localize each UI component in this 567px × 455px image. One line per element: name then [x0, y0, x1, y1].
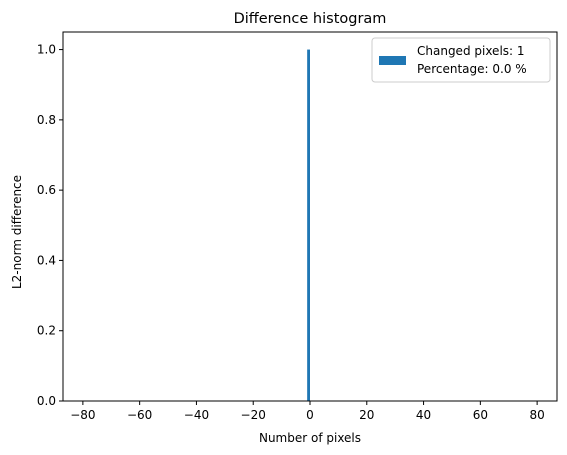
x-tick-label: −60 — [127, 408, 152, 422]
histogram-bar — [307, 50, 310, 401]
x-tick-label: −80 — [70, 408, 95, 422]
y-tick-label: 0.4 — [37, 253, 56, 267]
y-axis-label: L2-norm difference — [10, 175, 24, 289]
x-tick-label: 0 — [306, 408, 314, 422]
y-tick-label: 0.2 — [37, 324, 56, 338]
legend: Changed pixels: 1 Percentage: 0.0 % — [372, 38, 550, 82]
legend-line-percentage: Percentage: 0.0 % — [417, 62, 527, 76]
x-tick-label: 60 — [473, 408, 488, 422]
legend-line-changed-pixels: Changed pixels: 1 — [417, 44, 525, 58]
y-tick-label: 0.0 — [37, 394, 56, 408]
y-axis-ticks: 0.0 0.2 0.4 0.6 0.8 1.0 — [37, 43, 63, 408]
x-tick-label: −20 — [241, 408, 266, 422]
y-tick-label: 1.0 — [37, 43, 56, 57]
y-tick-label: 0.8 — [37, 113, 56, 127]
legend-swatch — [379, 56, 406, 65]
x-tick-label: 40 — [416, 408, 431, 422]
y-tick-label: 0.6 — [37, 183, 56, 197]
x-axis-ticks: −80 −60 −40 −20 0 20 40 60 80 — [70, 401, 545, 422]
x-tick-label: −40 — [184, 408, 209, 422]
chart-title: Difference histogram — [234, 11, 387, 27]
x-axis-label: Number of pixels — [259, 431, 361, 445]
x-tick-label: 80 — [529, 408, 544, 422]
x-tick-label: 20 — [359, 408, 374, 422]
bars-layer — [307, 50, 310, 401]
